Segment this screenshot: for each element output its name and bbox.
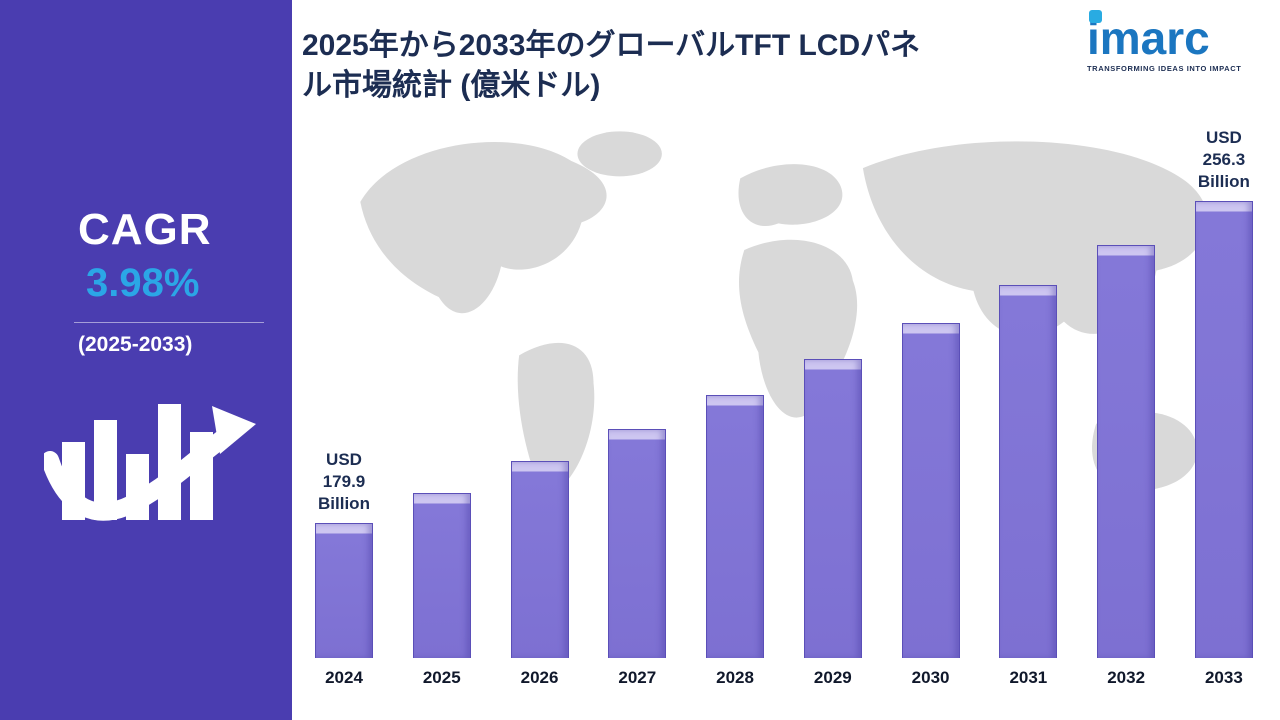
x-tick-2029: 2029 bbox=[813, 668, 852, 687]
cagr-label: CAGR bbox=[78, 205, 212, 254]
logo-dot-icon bbox=[1089, 10, 1102, 23]
bar-column-2028: 2028 bbox=[699, 395, 771, 690]
map-south-america bbox=[517, 342, 595, 496]
logo-text: imarc bbox=[1087, 12, 1210, 64]
x-tick-2031: 2031 bbox=[1009, 668, 1048, 687]
x-tick-2026: 2026 bbox=[520, 668, 559, 687]
sidebar: CAGR 3.98% (2025-2033) bbox=[0, 0, 292, 720]
cagr-period: (2025-2033) bbox=[78, 333, 193, 356]
value-label-2033: USD 256.3 Billion bbox=[1197, 128, 1250, 191]
bar-column-2026: 2026 bbox=[504, 461, 576, 690]
bar-2024 bbox=[315, 523, 373, 658]
page-title: 2025年から2033年のグローバルTFT LCDパネ ル市場統計 (億米ドル) bbox=[302, 29, 921, 102]
value-label-2024: USD 179.9 Billion bbox=[318, 450, 370, 513]
bar-2027 bbox=[608, 429, 667, 658]
bar-2031 bbox=[999, 285, 1058, 658]
bar-2025 bbox=[412, 493, 471, 658]
map-europe bbox=[738, 164, 843, 227]
bar-column-2030: 2030 bbox=[895, 323, 967, 690]
x-tick-2027: 2027 bbox=[618, 668, 657, 687]
imarc-logo: imarc TRANSFORMING IDEAS INTO IMPACT bbox=[1087, 10, 1262, 73]
x-tick-2030: 2030 bbox=[911, 668, 950, 687]
x-tick-2033: 2033 bbox=[1204, 668, 1243, 687]
bar-2030 bbox=[901, 323, 960, 658]
bar-column-2033: USD 256.3 Billion 2033 bbox=[1188, 127, 1260, 690]
map-north-america bbox=[360, 142, 607, 314]
divider bbox=[74, 322, 264, 323]
cagr-value: 3.98% bbox=[86, 261, 200, 305]
growth-chart-arrow-icon bbox=[44, 404, 256, 521]
bar-2032 bbox=[1097, 245, 1156, 658]
x-tick-2025: 2025 bbox=[422, 668, 461, 687]
logo-wordmark: imarc bbox=[1087, 10, 1262, 64]
map-greenland bbox=[577, 131, 662, 177]
x-tick-2024: 2024 bbox=[325, 668, 363, 687]
bar-column-2024: USD 179.9 Billion 2024 bbox=[308, 449, 380, 690]
logo-tagline: TRANSFORMING IDEAS INTO IMPACT bbox=[1087, 64, 1242, 73]
bar-2029 bbox=[803, 359, 862, 658]
bar-column-2025: 2025 bbox=[406, 493, 478, 690]
x-tick-2032: 2032 bbox=[1107, 668, 1146, 687]
bar-column-2032: 2032 bbox=[1090, 245, 1162, 690]
bar-column-2027: 2027 bbox=[601, 429, 673, 690]
bar-chart: USD 179.9 Billion 2024 2025 2026 2027 2028 202… bbox=[308, 127, 1260, 690]
bar-2033 bbox=[1194, 201, 1253, 658]
bar-column-2031: 2031 bbox=[992, 285, 1064, 690]
x-tick-2028: 2028 bbox=[716, 668, 754, 687]
bar-2028 bbox=[706, 395, 765, 658]
bar-column-2029: 2029 bbox=[797, 359, 869, 690]
cagr-block: CAGR 3.98% (2025-2033) bbox=[74, 205, 278, 357]
bar-2026 bbox=[510, 461, 569, 658]
